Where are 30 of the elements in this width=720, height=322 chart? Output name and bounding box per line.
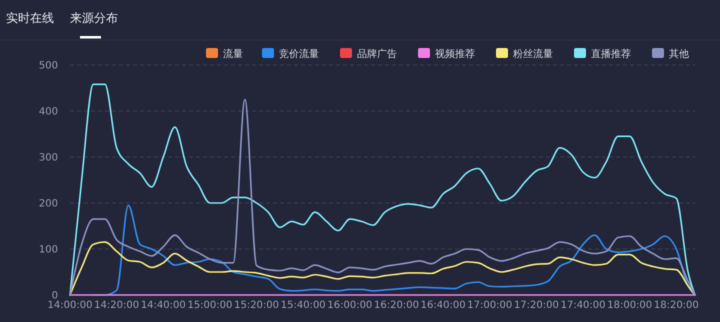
y-tick-label: 200 [38,198,58,210]
x-tick-label: 14:00:00 [48,300,92,311]
x-tick-label: 16:00:00 [327,300,372,311]
x-tick-label: 14:20:00 [94,300,140,311]
x-tick-label: 16:40:00 [420,300,466,311]
y-tick-label: 400 [38,106,58,118]
text: 来源分布 [70,11,118,25]
legend-label: 竞价流量 [279,48,319,60]
x-tick-label: 17:40:00 [560,300,606,311]
x-tick-label: 14:40:00 [140,300,186,311]
x-tick-label: 18:00:00 [607,300,652,311]
x-tick-label: 17:20:00 [514,300,559,311]
legend-label: 品牌广告 [357,48,397,60]
legend-label: 直播推荐 [591,48,631,60]
text: 实时在线 [6,11,54,25]
legend-label: 其他 [669,48,689,60]
y-tick-label: 0 [52,290,58,302]
x-tick-label: 16:20:00 [374,300,419,311]
y-tick-label: 300 [38,152,58,164]
y-tick-label: 100 [38,244,58,256]
legend-label: 视频推荐 [435,48,475,60]
y-tick-label: 500 [38,60,58,72]
line-series [69,241,696,296]
legend-label: 粉丝流量 [513,48,553,60]
x-tick-label: 18:20:00 [654,300,699,311]
x-tick-label: 15:40:00 [280,300,326,311]
x-tick-label: 15:20:00 [234,300,280,311]
legend-label: 流量 [223,48,243,60]
x-tick-label: 15:00:00 [187,300,232,311]
x-tick-label: 17:00:00 [467,300,512,311]
